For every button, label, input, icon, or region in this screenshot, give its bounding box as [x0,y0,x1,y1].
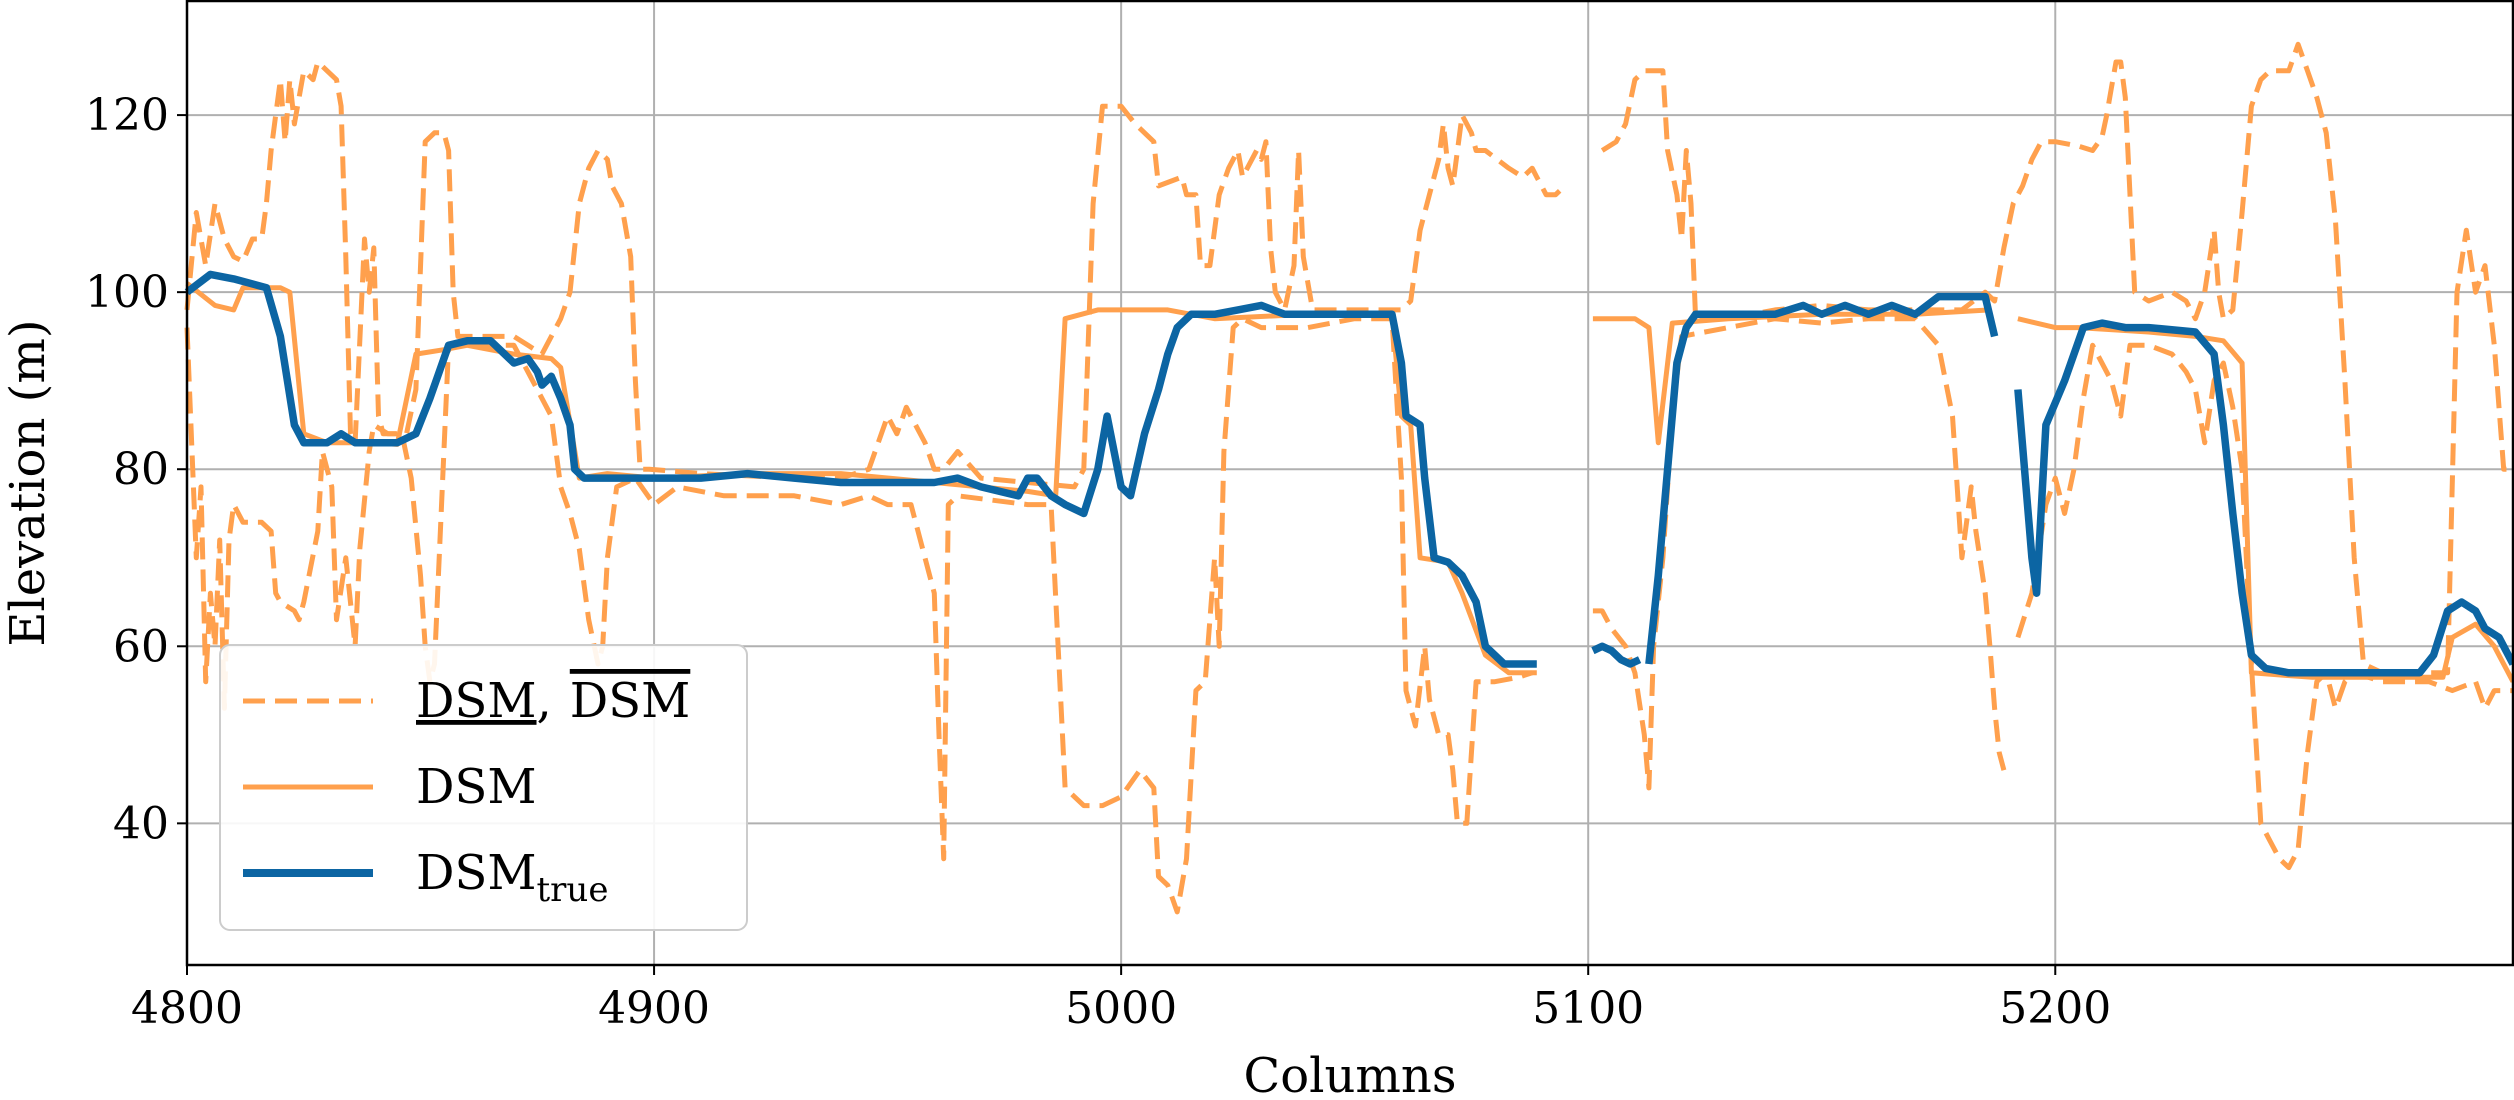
series-line-lower [184,316,1533,915]
y-tick-label: 40 [113,798,169,849]
legend-label-true-main: DSM [416,845,537,901]
series-line-true [1591,642,1642,668]
legend-label-sep: , [537,673,552,729]
axis-ticks: 4800 4900 5000 5100 5200 40 60 80 100 120 [85,90,2111,1034]
series-line-true [184,270,1537,668]
legend-label-bounds: DSM, DSM [416,673,690,729]
series-line-true [1645,292,1999,665]
y-tick-label: 100 [85,267,169,318]
series-line-lower [2015,342,2513,871]
x-tick-label: 5000 [1065,983,1177,1034]
x-axis-label: Columns [1244,1048,1457,1100]
y-tick-label: 80 [113,444,169,495]
legend-label-upper: DSM [570,673,691,729]
y-axis-label: Elevation (m) [0,319,56,646]
y-tick-label: 120 [85,90,169,141]
x-tick-label: 4900 [598,983,710,1034]
legend-label-true: DSMtrue [416,845,608,910]
series-line-upper [184,59,1567,490]
series-line-dsm [2017,316,2514,683]
legend-label-dsm: DSM [416,759,537,815]
y-tick-label: 60 [113,621,169,672]
series-line-true [2014,319,2514,677]
x-tick-label: 5200 [1999,983,2111,1034]
legend-box [219,644,748,931]
x-tick-label: 5100 [1532,983,1644,1034]
legend-label-true-sub: true [537,870,609,910]
series-line-dsm [1592,307,1991,446]
series-group [184,41,2514,915]
legend: DSM, DSM DSM DSMtrue [219,644,748,931]
series-line-upper [1600,41,2513,676]
x-tick-label: 4800 [131,983,243,1034]
legend-label-lower: DSM [416,673,537,729]
plot-frame [185,0,2514,967]
